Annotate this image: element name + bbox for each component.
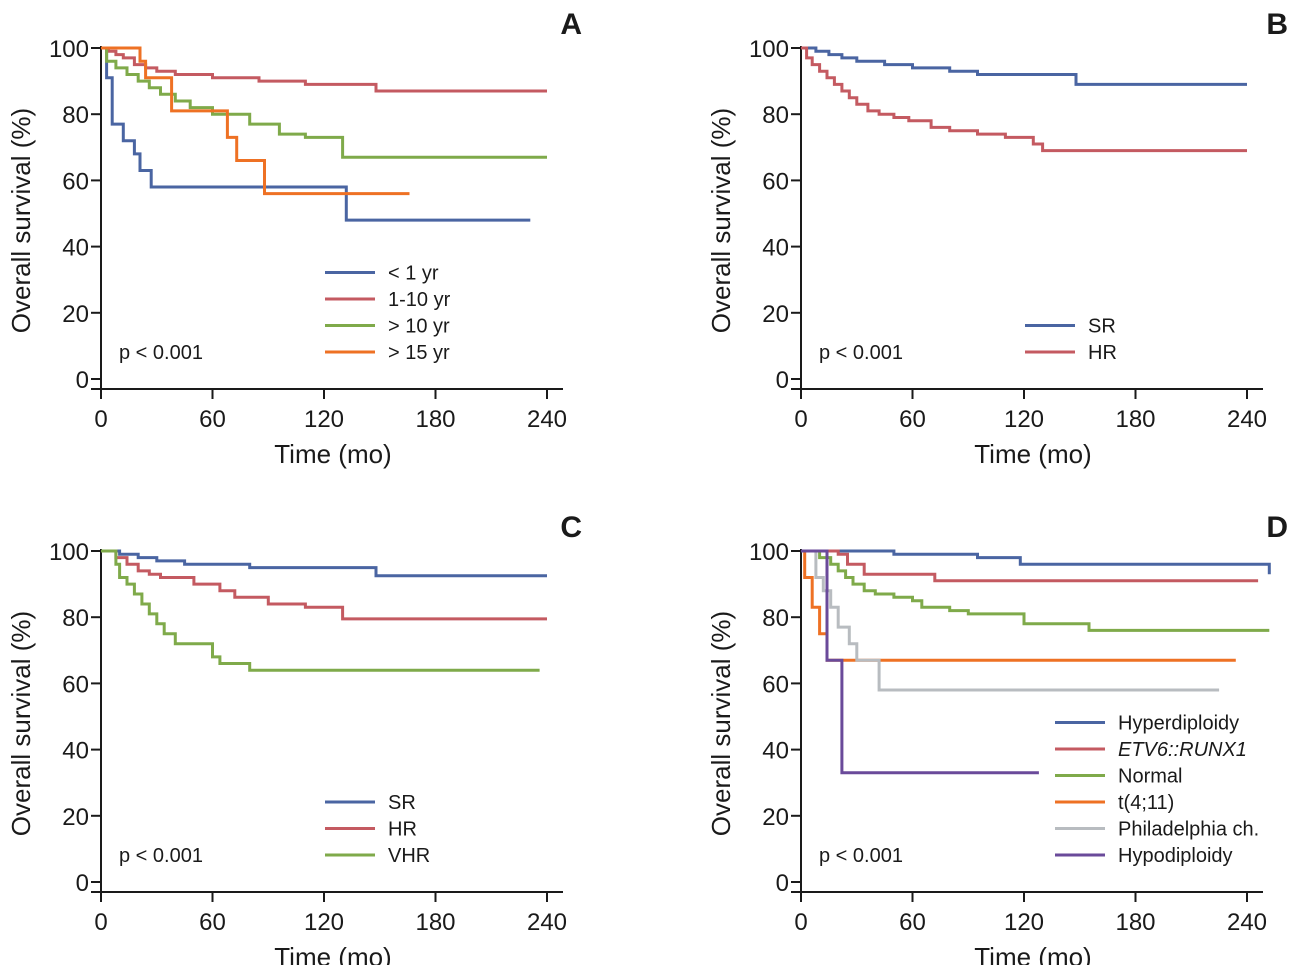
legend-label: HR	[388, 819, 417, 841]
x-tick-label: 60	[199, 909, 226, 936]
x-tick-label: 240	[1227, 909, 1267, 936]
legend-label: t(4;11)	[1118, 792, 1174, 814]
survival-curve-sr	[801, 46, 1247, 86]
panel-letter: B	[1266, 8, 1288, 41]
x-tick-label: 0	[794, 909, 807, 936]
x-tick-label: 240	[527, 406, 567, 433]
survival-curve-1-yr	[101, 46, 531, 222]
panel-c: C 0 20 40 60 80 100 0 60 120 180 240 Time (mo) Overal…	[6, 511, 582, 970]
survival-curve-15-yr	[101, 46, 410, 196]
x-tick-label: 120	[304, 406, 344, 433]
survival-curve-philadelphia-ch	[801, 549, 1220, 692]
panel-b: B 0 20 40 60 80 100 0 60 120 180 240 Time (mo) Overal…	[706, 8, 1288, 469]
y-tick-label: 0	[776, 367, 789, 394]
y-tick-label: 40	[762, 235, 789, 262]
y-tick-label: 100	[749, 539, 789, 566]
x-tick-label: 120	[1004, 406, 1044, 433]
panel-letter: D	[1266, 511, 1288, 544]
y-tick-label: 60	[62, 671, 89, 698]
x-tick-label: 180	[415, 909, 455, 936]
y-tick-label: 80	[762, 605, 789, 632]
legend-label: ETV6::RUNX1	[1118, 739, 1247, 761]
y-axis-title: Overall survival (%)	[6, 611, 36, 836]
p-value: p < 0.001	[819, 845, 903, 867]
y-tick-label: 60	[62, 168, 89, 195]
x-tick-label: 60	[899, 406, 926, 433]
survival-curve-hr	[801, 46, 1247, 153]
legend-label: < 1 yr	[388, 263, 439, 285]
y-axis-title: Overall survival (%)	[706, 108, 736, 333]
y-tick-label: 20	[762, 804, 789, 831]
survival-curve-t-4-11	[801, 549, 1236, 662]
legend-label: 1-10 yr	[388, 289, 451, 311]
x-tick-label: 120	[1004, 909, 1044, 936]
p-value: p < 0.001	[819, 342, 903, 364]
y-tick-label: 60	[762, 671, 789, 698]
panel-letter: A	[560, 8, 582, 41]
y-tick-label: 100	[49, 36, 89, 63]
legend-label: > 15 yr	[388, 342, 450, 364]
survival-curve-sr	[101, 549, 547, 578]
p-value: p < 0.001	[119, 342, 203, 364]
y-tick-label: 80	[62, 605, 89, 632]
y-tick-label: 0	[76, 870, 89, 897]
p-value: p < 0.001	[119, 845, 203, 867]
x-tick-label: 180	[1115, 406, 1155, 433]
y-tick-label: 0	[776, 870, 789, 897]
legend-label: Philadelphia ch.	[1118, 819, 1259, 841]
y-tick-label: 100	[49, 539, 89, 566]
survival-curve-hr	[101, 549, 547, 621]
survival-curve-normal	[801, 549, 1270, 632]
panel-letter: C	[560, 511, 582, 544]
x-tick-label: 0	[794, 406, 807, 433]
y-tick-label: 40	[762, 738, 789, 765]
survival-curve-hyperdiploidy	[801, 549, 1271, 575]
legend-label: HR	[1088, 342, 1117, 364]
x-tick-label: 60	[199, 406, 226, 433]
x-tick-label: 240	[1227, 406, 1267, 433]
y-tick-label: 40	[62, 235, 89, 262]
x-tick-label: 180	[415, 406, 455, 433]
survival-curve-vhr	[101, 549, 540, 672]
legend-label: VHR	[388, 845, 430, 867]
survival-curve-1-10-yr	[101, 46, 547, 93]
survival-curve-hypodiploidy	[801, 549, 1039, 775]
x-axis-title: Time (mo)	[274, 942, 391, 965]
x-axis-title: Time (mo)	[974, 439, 1091, 469]
x-tick-label: 180	[1115, 909, 1155, 936]
y-axis-title: Overall survival (%)	[706, 611, 736, 836]
x-tick-label: 0	[94, 909, 107, 936]
x-tick-label: 0	[94, 406, 107, 433]
legend-label: Hyperdiploidy	[1118, 713, 1239, 735]
x-tick-label: 240	[527, 909, 567, 936]
y-tick-label: 20	[62, 301, 89, 328]
survival-curve-etv6-runx1	[801, 549, 1259, 583]
legend-label: SR	[388, 792, 416, 814]
y-tick-label: 0	[76, 367, 89, 394]
y-tick-label: 60	[762, 168, 789, 195]
legend-label: Hypodiploidy	[1118, 845, 1233, 867]
y-tick-label: 80	[762, 102, 789, 129]
x-tick-label: 60	[899, 909, 926, 936]
panel-d: D 0 20 40 60 80 100 0 60 120 180 240 Time (mo) Overal…	[706, 511, 1288, 970]
x-axis-title: Time (mo)	[274, 439, 391, 469]
x-axis-title: Time (mo)	[974, 942, 1091, 965]
panel-a: A 0 20 40 60 80 100 0 60 120 180 240 Time (mo) Overal…	[6, 8, 582, 469]
legend-label: > 10 yr	[388, 316, 450, 338]
y-tick-label: 20	[62, 804, 89, 831]
survival-curve-10-yr	[101, 46, 547, 159]
legend-label: Normal	[1118, 766, 1182, 788]
y-axis-title: Overall survival (%)	[6, 108, 36, 333]
y-tick-label: 40	[62, 738, 89, 765]
y-tick-label: 20	[762, 301, 789, 328]
y-tick-label: 80	[62, 102, 89, 129]
legend-label: SR	[1088, 316, 1116, 338]
y-tick-label: 100	[749, 36, 789, 63]
x-tick-label: 120	[304, 909, 344, 936]
